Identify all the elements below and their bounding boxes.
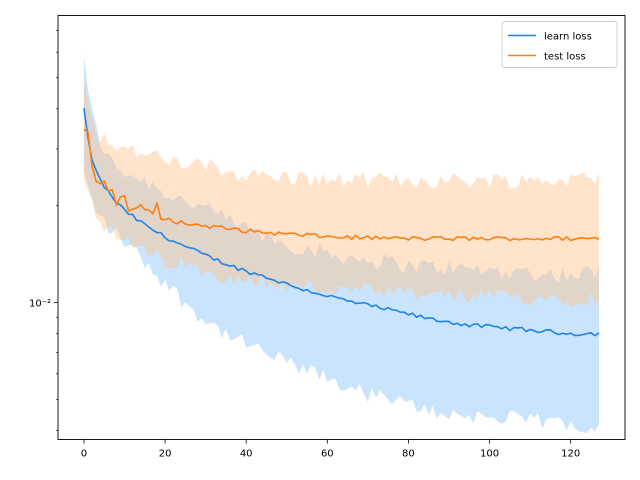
x-tick-label: 0 — [81, 449, 87, 460]
x-tick-label: 80 — [402, 449, 415, 460]
x-tick-label: 60 — [321, 449, 334, 460]
line-learn-loss — [83, 108, 600, 337]
x-tick-label: 40 — [240, 449, 253, 460]
x-tick-label: 120 — [561, 449, 580, 460]
y-axis-ticks: 10⁻² — [29, 30, 58, 431]
band-learn-loss — [83, 55, 600, 434]
legend: learn loss test loss — [501, 21, 618, 68]
legend-label: learn loss — [544, 32, 592, 43]
x-axis-ticks: 0 20 40 60 80 100 120 — [81, 439, 580, 460]
x-tick-label: 20 — [159, 449, 172, 460]
series-lines — [83, 108, 600, 337]
legend-label: test loss — [544, 52, 586, 63]
band-test-loss — [83, 77, 600, 307]
y-tick-label: 10⁻² — [29, 298, 51, 309]
x-tick-label: 100 — [480, 449, 499, 460]
plot-frame — [57, 15, 626, 440]
line-test-loss — [83, 128, 600, 242]
confidence-bands — [83, 55, 600, 434]
